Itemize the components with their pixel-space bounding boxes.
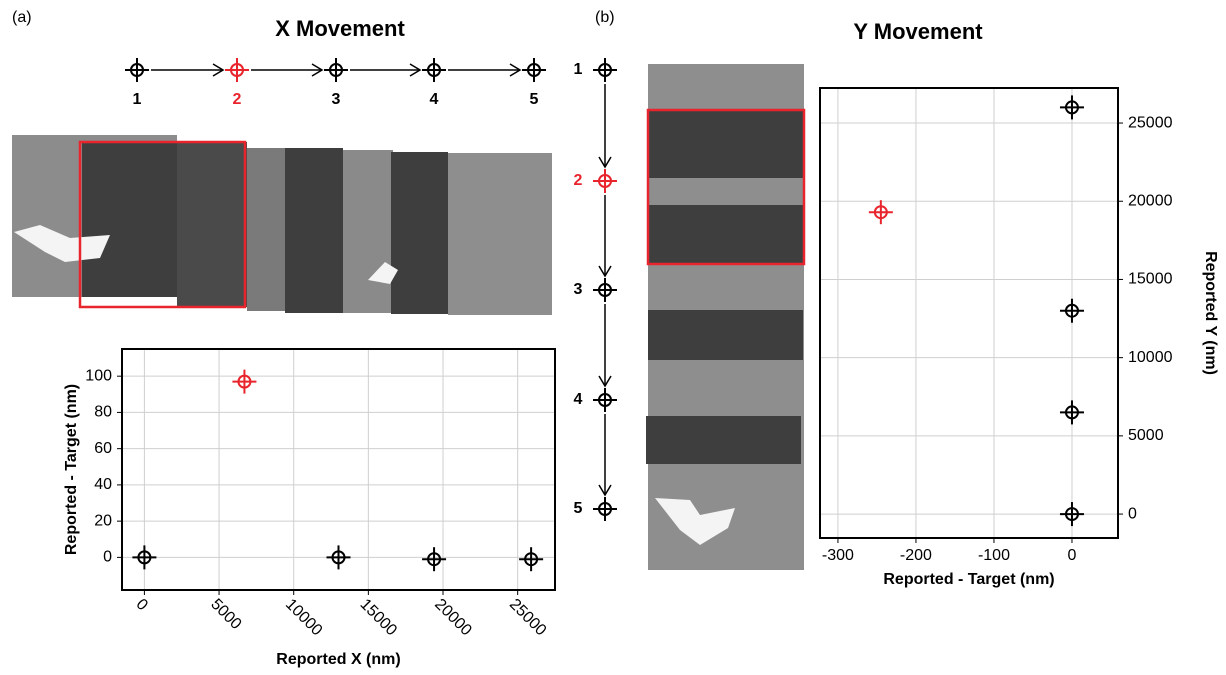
x-tick-label: 0 (133, 596, 151, 614)
marker (132, 545, 156, 569)
step-label: 3 (332, 91, 341, 108)
y-tick-label: 25000 (1128, 114, 1173, 131)
step-marker (593, 169, 617, 193)
step-label: 4 (430, 91, 439, 108)
y-tick-label: 100 (85, 367, 112, 384)
y-tick-label: 0 (103, 549, 112, 566)
y-tick-label: 0 (1128, 505, 1137, 522)
y-tick-label: 5000 (1128, 427, 1164, 444)
image-strip (12, 135, 552, 315)
image-strip (646, 64, 804, 570)
y-tick-label: 10000 (1128, 349, 1173, 366)
chart-title: X Movement (275, 16, 405, 41)
x-tick-label: 20000 (431, 596, 475, 640)
step-marker (593, 497, 617, 521)
marker (1060, 299, 1084, 323)
step-marker (125, 58, 149, 82)
step-label: 3 (574, 281, 583, 298)
step-label: 1 (133, 91, 142, 108)
step-marker (422, 58, 446, 82)
step-label: 1 (574, 61, 583, 78)
marker (869, 200, 893, 224)
x-tick-label: 10000 (282, 596, 326, 640)
y-tick-label: 40 (94, 476, 112, 493)
x-axis-label: Reported X (nm) (276, 651, 400, 668)
step-marker (593, 388, 617, 412)
step-label: 2 (233, 91, 242, 108)
x-axis-label: Reported - Target (nm) (883, 571, 1054, 588)
step-label: 5 (574, 500, 583, 517)
x-tick-label: -100 (978, 547, 1010, 564)
panel-label: (a) (12, 9, 32, 26)
y-tick-label: 20 (94, 512, 112, 529)
marker (232, 370, 256, 394)
marker (422, 547, 446, 571)
step-label: 4 (574, 391, 583, 408)
x-tick-label: -300 (822, 547, 854, 564)
panel-label: (b) (595, 9, 615, 26)
chart-title: Y Movement (853, 19, 983, 44)
x-tick-label: 5000 (207, 596, 244, 633)
y-tick-label: 20000 (1128, 192, 1173, 209)
step-marker (324, 58, 348, 82)
x-tick-label: -200 (900, 547, 932, 564)
step-marker (522, 58, 546, 82)
step-marker (593, 278, 617, 302)
marker (1060, 502, 1084, 526)
y-axis-label: Reported - Target (nm) (63, 384, 80, 555)
y-tick-label: 60 (94, 440, 112, 457)
marker (1060, 400, 1084, 424)
marker (1060, 95, 1084, 119)
plot-frame (820, 88, 1118, 538)
y-axis-label: Reported Y (nm) (1202, 251, 1219, 375)
step-marker (593, 58, 617, 82)
marker (327, 545, 351, 569)
y-tick-label: 15000 (1128, 271, 1173, 288)
figure: (a) (b) X Movement Y Movement 1 2 3 4 5 1 2 3 4 5… (0, 0, 1226, 670)
x-tick-label: 25000 (506, 596, 550, 640)
x-tick-label: 15000 (357, 596, 401, 640)
step-marker (225, 58, 249, 82)
step-label: 5 (530, 91, 539, 108)
marker (519, 547, 543, 571)
y-tick-label: 80 (94, 404, 112, 421)
step-label: 2 (574, 172, 583, 189)
x-tick-label: 0 (1068, 547, 1077, 564)
